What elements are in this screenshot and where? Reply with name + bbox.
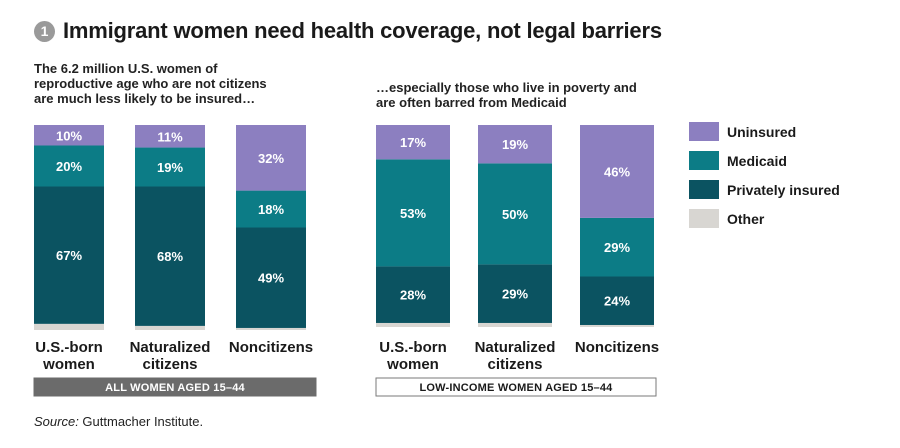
data-label-p2-u-s-born-women-medicaid: 53% — [400, 206, 426, 221]
category-label-p1-u-s-born-women-line2: women — [42, 356, 95, 373]
data-label-p2-naturalized-citizens-uninsured: 19% — [502, 137, 528, 152]
category-label-p1-noncitizens: Noncitizens — [229, 339, 313, 356]
category-label-p2-u-s-born-women-line1: U.S.-born — [379, 339, 447, 356]
bar-p1-u-s-born-women-other — [34, 323, 104, 330]
bar-p2-noncitizens-medicaid — [580, 217, 654, 277]
category-label-p2-naturalized-citizens-line2: citizens — [487, 356, 542, 373]
data-label-p1-naturalized-citizens-privately-insured: 68% — [157, 249, 183, 264]
bar-p1-noncitizens-other — [236, 327, 306, 330]
data-label-p2-u-s-born-women-privately-insured: 28% — [400, 288, 426, 303]
category-label-p2-u-s-born-women-line2: women — [386, 356, 439, 373]
legend-swatch-uninsured — [689, 122, 719, 141]
legend-swatch-privately-insured — [689, 180, 719, 199]
bar-p1-naturalized-citizens-other — [135, 325, 205, 330]
left-panel-subtitle: The 6.2 million U.S. women of reproducti… — [34, 61, 267, 106]
chart-title-row: 1 Immigrant women need health coverage, … — [34, 18, 662, 44]
source-prefix: Source: — [34, 414, 79, 429]
bar-p1-noncitizens-privately-insured — [236, 227, 306, 328]
data-label-p2-noncitizens-uninsured: 46% — [604, 164, 630, 179]
legend-label-privately-insured: Privately insured — [727, 182, 840, 198]
legend-label-uninsured: Uninsured — [727, 124, 796, 140]
bar-p2-u-s-born-women-medicaid — [376, 159, 450, 267]
bar-p1-naturalized-citizens-medicaid — [135, 147, 205, 187]
data-label-p2-noncitizens-medicaid: 29% — [604, 240, 630, 255]
category-label-p1-naturalized-citizens-line2: citizens — [142, 356, 197, 373]
group-band-label-p1: ALL WOMEN AGED 15–44 — [105, 382, 245, 394]
data-label-p1-u-s-born-women-medicaid: 20% — [56, 159, 82, 174]
bar-p2-noncitizens-privately-insured — [580, 276, 654, 325]
data-label-p1-naturalized-citizens-medicaid: 19% — [157, 160, 183, 175]
data-label-p2-naturalized-citizens-medicaid: 50% — [502, 207, 528, 222]
category-label-p1-u-s-born-women-line1: U.S.-born — [35, 339, 103, 356]
bar-p2-noncitizens-uninsured — [580, 125, 654, 218]
bar-p2-naturalized-citizens-other — [478, 322, 552, 327]
bar-p2-u-s-born-women-other — [376, 322, 450, 327]
category-label-p1-naturalized-citizens-line1: Naturalized — [130, 339, 211, 356]
figure-number-badge: 1 — [34, 20, 55, 42]
chart-title: Immigrant women need health coverage, no… — [63, 18, 662, 43]
legend-swatch-medicaid — [689, 151, 719, 170]
data-label-p2-u-s-born-women-uninsured: 17% — [400, 135, 426, 150]
data-label-p1-noncitizens-medicaid: 18% — [258, 202, 284, 217]
data-label-p1-u-s-born-women-uninsured: 10% — [56, 128, 82, 143]
data-label-p2-noncitizens-privately-insured: 24% — [604, 294, 630, 309]
data-label-p1-naturalized-citizens-uninsured: 11% — [157, 129, 183, 144]
bar-p2-naturalized-citizens-uninsured — [478, 125, 552, 164]
legend-swatch-other — [689, 209, 719, 228]
category-label-p2-naturalized-citizens-line1: Naturalized — [475, 339, 556, 356]
bar-p2-noncitizens-other — [580, 324, 654, 327]
bar-p1-naturalized-citizens-privately-insured — [135, 186, 205, 326]
bar-p1-u-s-born-women-privately-insured — [34, 186, 104, 324]
group-band-p1 — [33, 377, 317, 397]
bar-p1-u-s-born-women-medicaid — [34, 145, 104, 187]
group-band-label-p2: LOW-INCOME WOMEN AGED 15–44 — [419, 382, 613, 394]
bar-p2-u-s-born-women-uninsured — [376, 125, 450, 160]
right-panel-subtitle: …especially those who live in poverty an… — [376, 80, 637, 110]
data-label-p1-noncitizens-privately-insured: 49% — [258, 271, 284, 286]
bar-p2-u-s-born-women-privately-insured — [376, 266, 450, 323]
bar-p1-noncitizens-medicaid — [236, 190, 306, 228]
bar-p2-naturalized-citizens-medicaid — [478, 163, 552, 265]
legend-label-medicaid: Medicaid — [727, 153, 787, 169]
bar-p1-noncitizens-uninsured — [236, 125, 306, 191]
source-note: Source: Guttmacher Institute. — [34, 414, 203, 429]
legend-label-other: Other — [727, 211, 765, 227]
data-label-p1-noncitizens-uninsured: 32% — [258, 151, 284, 166]
data-label-p2-naturalized-citizens-privately-insured: 29% — [502, 287, 528, 302]
bar-p2-naturalized-citizens-privately-insured — [478, 264, 552, 323]
bar-p1-u-s-born-women-uninsured — [34, 125, 104, 146]
source-text: Guttmacher Institute. — [78, 414, 204, 429]
bar-p1-naturalized-citizens-uninsured — [135, 125, 205, 148]
group-band-p2 — [375, 377, 657, 397]
category-label-p2-noncitizens: Noncitizens — [575, 339, 659, 356]
data-label-p1-u-s-born-women-privately-insured: 67% — [56, 248, 82, 263]
